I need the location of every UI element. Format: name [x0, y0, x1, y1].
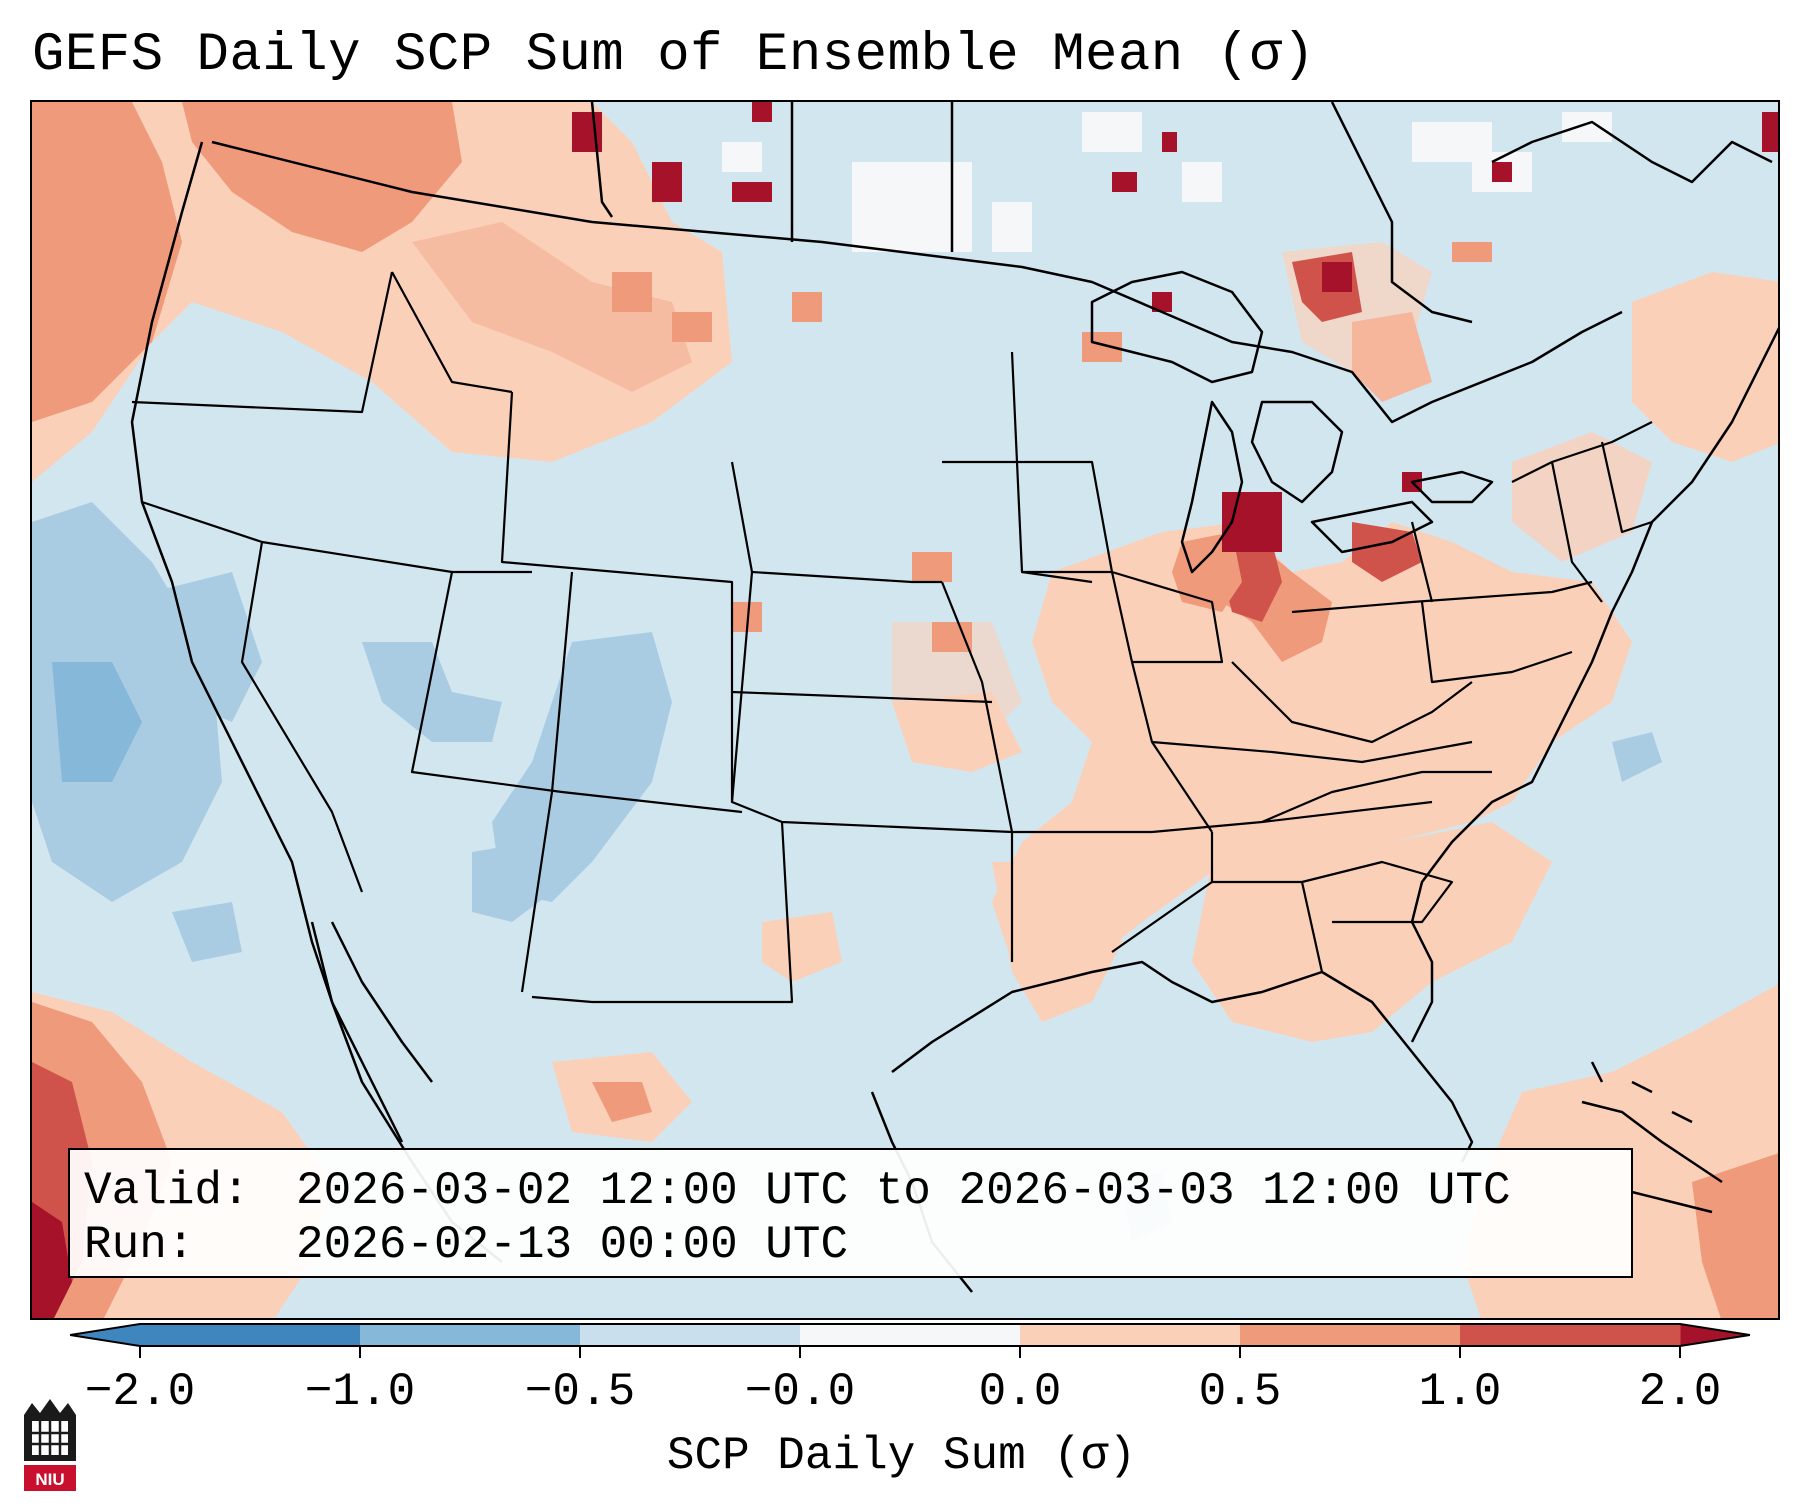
negative-anomaly-regions — [32, 502, 1662, 1242]
colorbar-tick-label: 1.0 — [1418, 1366, 1502, 1418]
state-borders — [131, 271, 1653, 1004]
red-cells — [572, 102, 1778, 552]
colorbar-tick-label: −1.0 — [304, 1366, 416, 1418]
colorbar-extend-high — [1680, 1324, 1750, 1346]
niu-logo-text: NIU — [35, 1470, 64, 1489]
colorbar — [70, 1323, 1750, 1358]
colorbar-tick-label: −0.0 — [744, 1366, 856, 1418]
colorbar-segment — [1240, 1324, 1461, 1346]
run-key: Run: — [84, 1219, 195, 1271]
colorbar-tick-label: 2.0 — [1638, 1366, 1722, 1418]
colorbar-tick-label: −0.5 — [524, 1366, 636, 1418]
valid-row: Valid: 2026-03-02 12:00 UTC to 2026-03-03… — [84, 1164, 1631, 1218]
colorbar-tick-label: 0.0 — [978, 1366, 1062, 1418]
caribbean-islands — [1581, 1061, 1723, 1214]
valid-key: Valid: — [84, 1165, 250, 1217]
map-title: GEFS Daily SCP Sum of Ensemble Mean (σ) — [32, 25, 1316, 86]
colorbar-segment — [1020, 1324, 1241, 1346]
colorbar-segment — [140, 1324, 361, 1346]
colorbar-tick-label: −2.0 — [84, 1366, 196, 1418]
colorbar-extend-low — [70, 1324, 140, 1346]
validity-info-box: Valid: 2026-03-02 12:00 UTC to 2026-03-03… — [68, 1148, 1633, 1278]
colorbar-label: SCP Daily Sum (σ) — [666, 1430, 1137, 1482]
run-row: Run: 2026-02-13 00:00 UTC — [84, 1218, 1631, 1272]
run-value: 2026-02-13 00:00 UTC — [296, 1219, 849, 1271]
map-panel — [30, 100, 1780, 1320]
colorbar-segment — [800, 1324, 1021, 1346]
valid-value: 2026-03-02 12:00 UTC to 2026-03-03 12:00… — [296, 1165, 1511, 1217]
niu-logo: NIU — [24, 1399, 76, 1491]
colorbar-segment — [1460, 1324, 1681, 1346]
salmon-cells — [612, 242, 1492, 652]
colorbar-segment — [580, 1324, 801, 1346]
colorbar-segment — [360, 1324, 581, 1346]
colorbar-tick-label: 0.5 — [1198, 1366, 1282, 1418]
